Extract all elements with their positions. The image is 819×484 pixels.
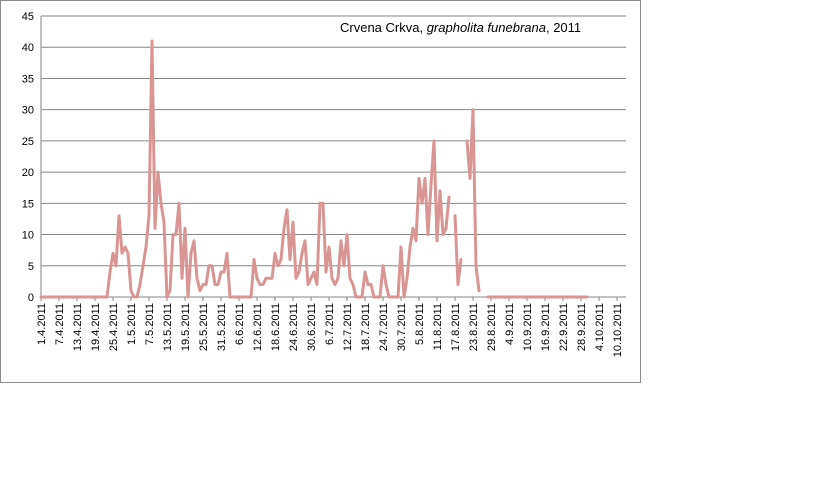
y-tick-label: 5 — [28, 261, 34, 273]
series-line — [453, 214, 463, 286]
x-tick-label: 24.7.2011 — [378, 303, 390, 351]
x-tick-label: 10.10.2011 — [612, 303, 624, 357]
x-tick-label: 11.8.2011 — [432, 303, 444, 350]
chart-frame — [0, 0, 641, 383]
x-tick-label: 19.5.2011 — [180, 303, 192, 351]
y-tick-label: 0 — [28, 292, 34, 304]
x-tick-label: 12.7.2011 — [342, 303, 354, 351]
x-tick-label: 25.5.2011 — [198, 303, 210, 351]
y-tick-label: 25 — [22, 136, 34, 148]
x-tick-label: 18.7.2011 — [360, 303, 372, 351]
x-tick-label: 19.4.2011 — [90, 303, 102, 351]
y-tick-label: 45 — [22, 11, 34, 23]
x-tick-label: 12.6.2011 — [252, 303, 264, 351]
series-line — [39, 39, 451, 299]
x-tick-label: 30.6.2011 — [306, 303, 318, 351]
y-tick-label: 35 — [22, 73, 34, 85]
y-tick-label: 15 — [22, 198, 34, 210]
y-tick-label: 10 — [22, 230, 34, 242]
x-tick-label: 24.6.2011 — [288, 303, 300, 351]
x-tick-label: 7.5.2011 — [144, 303, 156, 345]
y-tick-label: 30 — [22, 105, 34, 117]
x-tick-label: 6.6.2011 — [234, 303, 246, 345]
x-tick-label: 5.8.2011 — [414, 303, 426, 345]
x-tick-label: 7.4.2011 — [54, 303, 66, 345]
x-tick-label: 4.10.2011 — [594, 303, 606, 351]
x-tick-label: 13.5.2011 — [162, 303, 174, 351]
x-tick-label: 4.9.2011 — [504, 303, 516, 345]
chart-title: Crvena Crkva, grapholita funebrana, 2011 — [340, 20, 581, 35]
x-tick-label: 6.7.2011 — [324, 303, 336, 345]
x-tick-label: 18.6.2011 — [270, 303, 282, 351]
x-tick-label: 31.5.2011 — [216, 303, 228, 351]
x-tick-label: 25.4.2011 — [108, 303, 120, 351]
y-tick-labels: 0 5 10 15 20 25 30 35 40 45 — [22, 11, 34, 304]
x-tick-label: 28.9.2011 — [576, 303, 588, 351]
x-tick-label: 23.8.2011 — [468, 303, 480, 351]
x-tick-labels: 1.4.2011 7.4.2011 13.4.2011 19.4.2011 25.4.2… — [36, 303, 624, 357]
x-tick-label: 1.4.2011 — [36, 303, 48, 345]
x-tick-label: 1.5.2011 — [126, 303, 138, 345]
series-lines — [39, 39, 589, 299]
y-tick-label: 40 — [22, 42, 34, 54]
x-tick-label: 13.4.2011 — [72, 303, 84, 351]
y-tick-label: 20 — [22, 167, 34, 179]
x-tick-label: 29.8.2011 — [486, 303, 498, 351]
x-tick-label: 10.9.2011 — [522, 303, 534, 351]
grid — [41, 15, 626, 267]
x-tick-label: 16.9.2011 — [540, 303, 552, 351]
series-line — [465, 108, 481, 293]
x-tick-label: 17.8.2011 — [450, 303, 462, 351]
x-tick-label: 22.9.2011 — [558, 303, 570, 351]
x-tick-label: 30.7.2011 — [396, 303, 408, 351]
